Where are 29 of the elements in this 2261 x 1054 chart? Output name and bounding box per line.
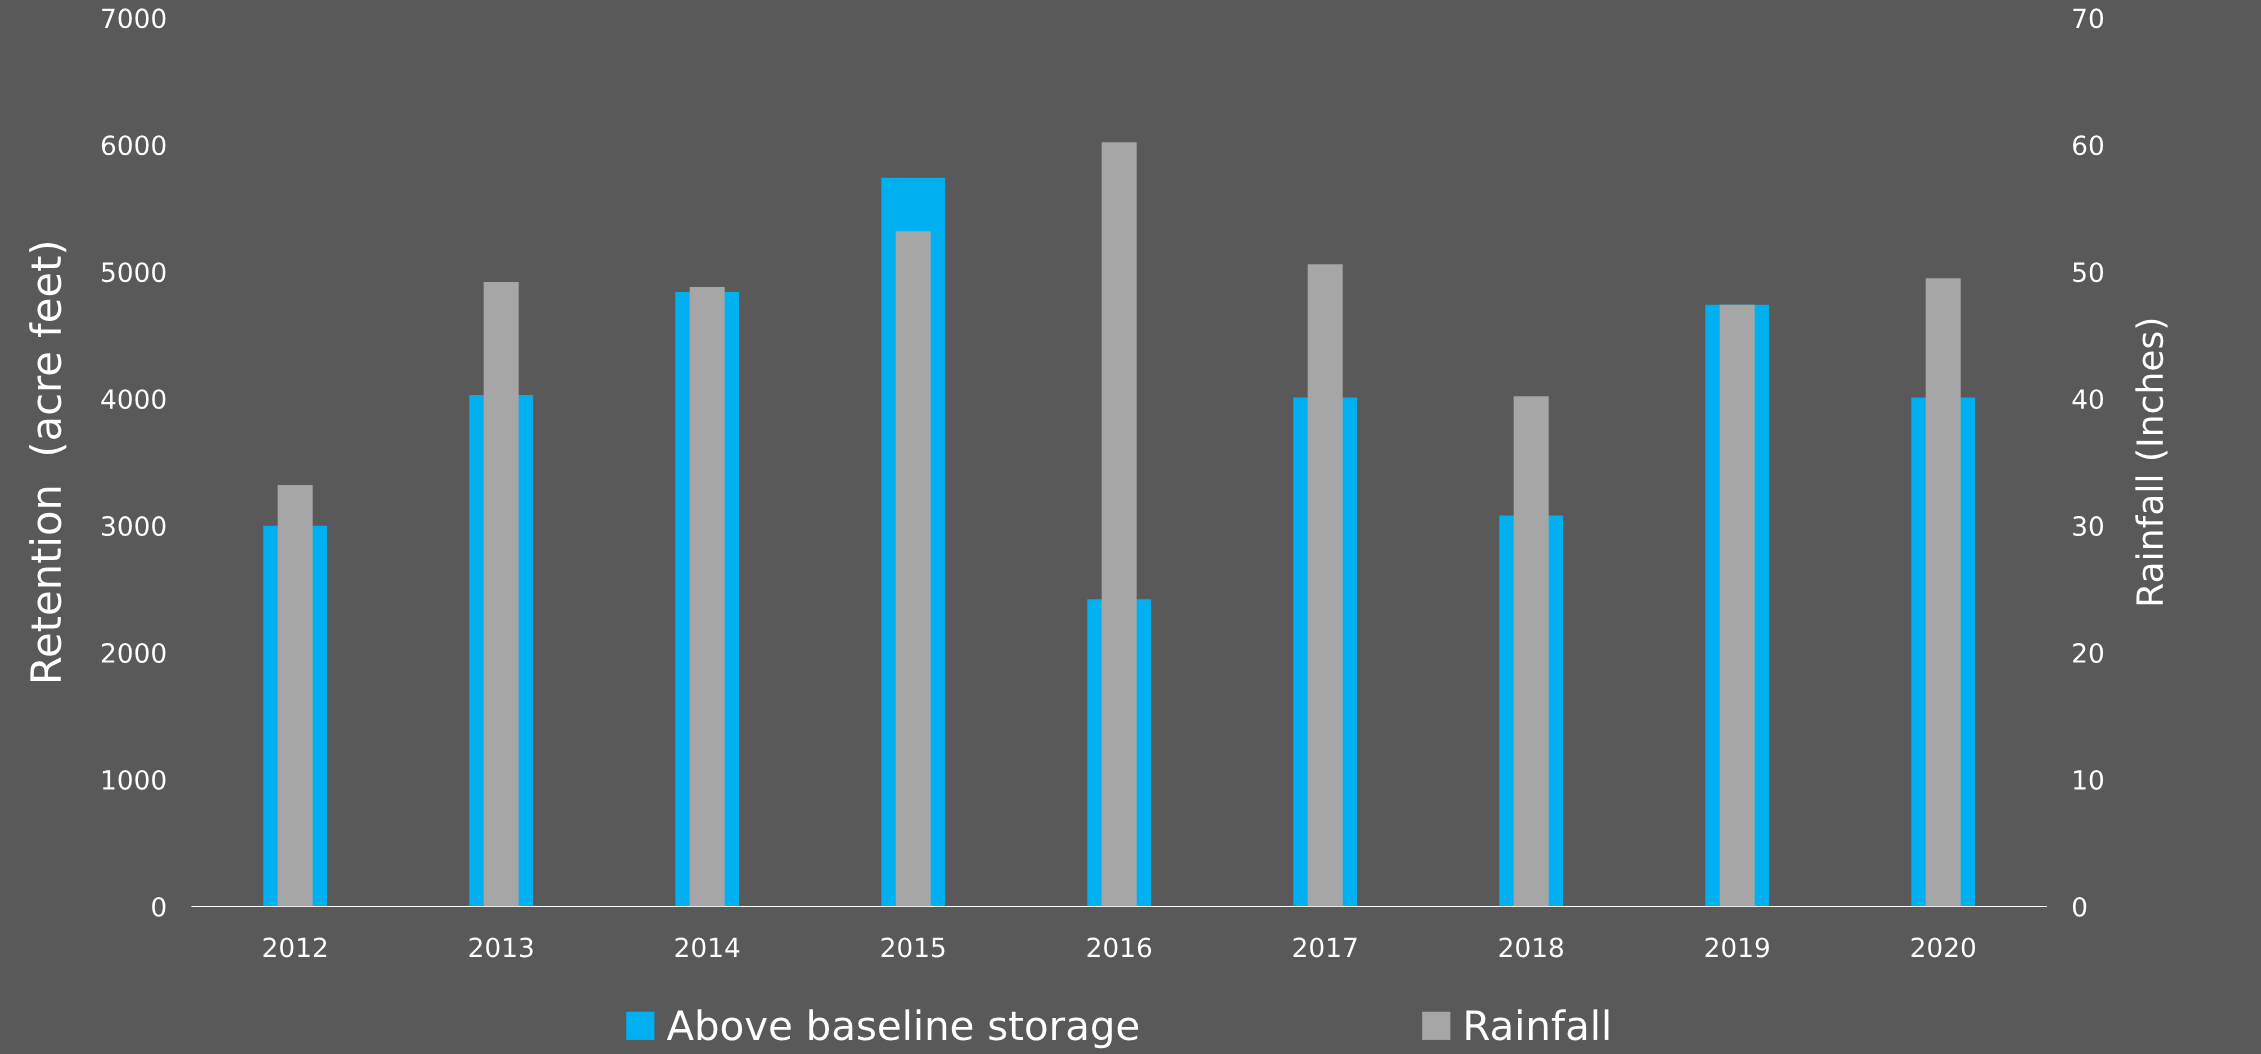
y-tick-label: 3000 <box>102 516 166 537</box>
x-tick-label: 2016 <box>1087 937 1152 958</box>
y2-axis-title: Rainfall (Inches) <box>2135 319 2168 605</box>
y-tick-label: 5000 <box>102 262 166 283</box>
legend-label: Above baseline storage <box>666 1009 1139 1049</box>
y-axis-title: Retention (acre feet) <box>29 242 67 681</box>
x-tick-label: 2013 <box>469 937 533 958</box>
y2-tick-label: 10 <box>2074 769 2104 790</box>
y2-tick-label: 40 <box>2072 389 2104 410</box>
y-tick-label: 7000 <box>102 8 166 29</box>
y2-tick-label: 30 <box>2073 516 2104 537</box>
x-tick-label: 2019 <box>1705 937 1769 958</box>
y-tick-label: 0 <box>152 896 166 917</box>
x-tick-label: 2015 <box>881 937 945 958</box>
x-tick-label: 2012 <box>263 937 327 958</box>
y-tick-label: 6000 <box>101 135 166 156</box>
y-tick-label: 2000 <box>101 643 166 663</box>
x-tick-label: 2018 <box>1499 937 1563 958</box>
x-tick-label: 2014 <box>675 937 740 958</box>
y2-tick-label: 0 <box>2072 896 2087 917</box>
y-tick-label: 4000 <box>101 389 166 410</box>
y-tick-label: 1000 <box>102 769 166 790</box>
x-tick-label: 2017 <box>1293 937 1357 958</box>
y2-tick-label: 70 <box>2073 8 2104 29</box>
legend-label: Rainfall <box>1466 1009 1609 1041</box>
y2-tick-label: 60 <box>2073 135 2104 156</box>
y2-tick-label: 50 <box>2073 262 2104 283</box>
y2-tick-label: 20 <box>2073 643 2104 663</box>
x-tick-label: 2020 <box>1911 937 1976 958</box>
